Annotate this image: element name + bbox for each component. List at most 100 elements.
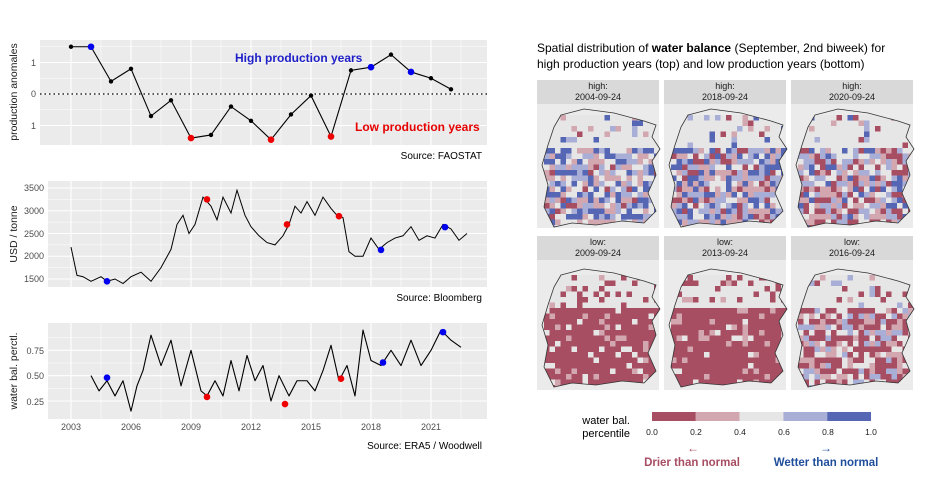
map-cell [847, 148, 854, 154]
map-cell [820, 275, 826, 281]
map-cell [549, 379, 556, 386]
map-cell [577, 352, 583, 358]
map-cell [577, 335, 583, 342]
map-cell [698, 197, 705, 204]
map-cell [853, 137, 859, 143]
map-cell [764, 148, 771, 154]
map-cell [726, 153, 732, 160]
map-cell [764, 159, 771, 165]
map-cell [643, 324, 649, 331]
map-cell [814, 214, 821, 220]
map-cell [820, 197, 826, 204]
map-cell [869, 324, 876, 331]
map-cell [891, 302, 898, 309]
map-cell [853, 219, 859, 226]
map-cell [825, 175, 832, 182]
map-cell [704, 280, 710, 287]
map-cell [731, 368, 738, 375]
map-cell [637, 368, 644, 375]
map-cell [632, 341, 638, 347]
map-cell [759, 352, 765, 358]
map-cell [637, 137, 644, 143]
map-cell [599, 302, 605, 309]
map-cell [648, 308, 655, 314]
map-cell [571, 302, 578, 309]
map-cell [621, 120, 627, 127]
map-cell [869, 341, 876, 347]
map-cell [814, 131, 821, 138]
map-cell [566, 363, 572, 369]
map-cell [880, 335, 887, 342]
map-cell [632, 170, 638, 176]
map-cell [814, 192, 821, 198]
map-cell [831, 346, 837, 353]
map-cell [886, 291, 892, 298]
map-cell [726, 308, 732, 314]
map-cell [891, 319, 898, 325]
map-cell [715, 186, 721, 193]
map-cell [687, 181, 694, 187]
map-cell [560, 164, 567, 171]
map-cell [891, 159, 898, 165]
map-cell [858, 164, 865, 171]
map-cell [593, 181, 600, 187]
map-cell [549, 197, 556, 204]
map-cell [858, 291, 865, 298]
map-cell [858, 142, 865, 149]
map-cell [853, 330, 859, 336]
map-cell [814, 175, 821, 182]
map-cell [820, 379, 826, 386]
map-cell [682, 330, 688, 336]
map-cell [593, 374, 600, 380]
source-label: Source: ERA5 / Woodwell [367, 441, 482, 452]
map-cell [820, 374, 826, 380]
map-cell [720, 280, 727, 287]
map-cell [693, 379, 699, 386]
high-year-point [441, 223, 449, 231]
map-cell [560, 357, 567, 364]
map-cell [626, 368, 633, 375]
map-cell [831, 374, 837, 380]
map-cell [571, 291, 578, 298]
map-cell [726, 170, 732, 176]
map-cell [764, 164, 771, 171]
map-cell [544, 335, 550, 342]
map-cell [902, 302, 909, 309]
map-cell [820, 286, 826, 292]
map-cell [864, 286, 870, 292]
map-cell [549, 153, 556, 160]
map-cell [560, 137, 567, 143]
map-cell [847, 192, 854, 198]
map-cell [577, 313, 583, 320]
map-cell [836, 341, 843, 347]
map-cell [599, 192, 605, 198]
map-cell [621, 275, 627, 281]
map-cell [720, 379, 727, 386]
map-cell [847, 153, 854, 160]
map-cell [582, 275, 589, 281]
map-cell [577, 148, 583, 154]
map-cell [693, 374, 699, 380]
map-cell [643, 363, 649, 369]
map-cell [886, 148, 892, 154]
map-cell [709, 126, 716, 132]
map-cell [577, 324, 583, 331]
map-cell [726, 313, 732, 320]
map-cell [803, 164, 810, 171]
map-cell [875, 324, 881, 331]
map-cell [798, 148, 804, 154]
map-cell [864, 335, 870, 342]
map-cell [704, 153, 710, 160]
map-cell [715, 324, 721, 331]
map-cell [825, 120, 832, 127]
map-cell [858, 335, 865, 342]
map-cell [682, 297, 688, 303]
map-cell [643, 368, 649, 375]
map-cell [858, 126, 865, 132]
map-cell [709, 346, 716, 353]
map-cell [891, 368, 898, 375]
map-cell [875, 126, 881, 132]
map-cell [869, 297, 876, 303]
map-cell [571, 164, 578, 171]
map-cell [560, 219, 567, 226]
